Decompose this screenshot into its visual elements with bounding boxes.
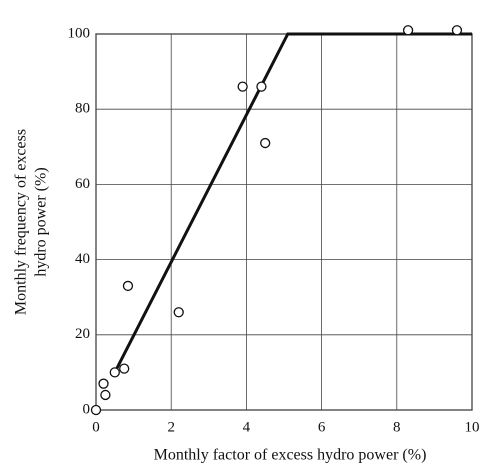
y-tick-label: 100 (68, 25, 91, 41)
fit-line (113, 32, 472, 374)
data-point (173, 307, 184, 318)
x-tick-label: 0 (92, 419, 100, 435)
data-point (256, 81, 267, 92)
data-point (109, 367, 120, 378)
x-tick-label: 8 (393, 419, 401, 435)
y-tick-label: 0 (83, 401, 91, 417)
data-point (122, 280, 134, 292)
plot-frame (95, 33, 473, 411)
y-tick-label: 40 (75, 251, 90, 267)
x-tick-label: 4 (243, 419, 251, 435)
data-point (260, 137, 271, 149)
data-point (100, 389, 111, 401)
x-tick-label: 10 (465, 419, 480, 435)
data-point (402, 25, 414, 36)
data-point (451, 25, 463, 36)
data-point (237, 81, 248, 92)
x-tick-label: 2 (167, 419, 175, 435)
data-point (98, 378, 109, 389)
y-tick-label: 20 (75, 326, 90, 342)
y-axis-label: Monthly frequency of excess (13, 129, 30, 315)
data-point (119, 363, 130, 374)
y-tick-label: 80 (75, 101, 90, 117)
y-axis-label: hydro power (%) (33, 167, 50, 276)
x-axis-label: Monthly factor of excess hydro power (%) (154, 447, 427, 464)
y-tick-label: 60 (75, 176, 90, 192)
data-point (90, 404, 102, 416)
x-tick-label: 6 (318, 419, 326, 435)
